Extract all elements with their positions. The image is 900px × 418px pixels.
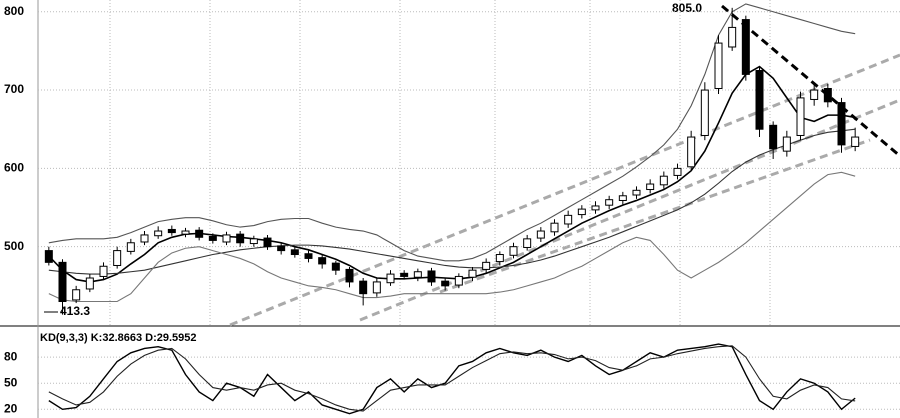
candle-body — [495, 254, 504, 263]
line — [48, 345, 856, 412]
y-tick-label: 600 — [4, 161, 24, 175]
candle-body — [72, 289, 81, 301]
time-grid — [109, 0, 771, 325]
annotation: 805.0 — [672, 1, 702, 15]
candle-body — [673, 167, 682, 176]
candle-body — [605, 199, 614, 206]
candle-body — [263, 237, 272, 248]
candle-body — [810, 89, 819, 100]
candle-body — [181, 230, 190, 235]
candle-body — [277, 245, 286, 252]
y-tick-label: 700 — [4, 82, 24, 96]
candle-body — [140, 234, 149, 243]
candle-body — [782, 136, 791, 152]
candle-body — [700, 89, 709, 136]
candle-body — [550, 222, 559, 233]
candle-body — [796, 97, 805, 136]
y-tick-label: 50 — [4, 375, 18, 389]
line — [48, 343, 856, 415]
candle-body — [400, 272, 409, 277]
candle-body — [99, 265, 108, 277]
candle-body — [468, 269, 477, 278]
candle-body — [564, 214, 573, 225]
candle-body — [413, 271, 422, 278]
y-tick-label: 500 — [4, 239, 24, 253]
line — [48, 65, 856, 283]
candle-body — [659, 175, 668, 186]
candle-body — [195, 229, 204, 238]
y-tick-label: 20 — [4, 401, 18, 415]
y-tick-label: 80 — [4, 349, 18, 363]
candle-body — [591, 205, 600, 211]
y-tick-label: 800 — [4, 4, 24, 18]
candle-body — [58, 261, 67, 303]
candle-body — [304, 253, 313, 259]
candle-body — [741, 19, 750, 75]
candle-body — [290, 249, 299, 256]
candle-body — [577, 208, 586, 216]
candle-body — [851, 136, 860, 147]
line — [48, 128, 856, 275]
candle-body — [345, 268, 354, 283]
candle-body — [632, 189, 641, 196]
candle-body — [359, 280, 368, 295]
candle-body — [427, 270, 436, 283]
candle-body — [441, 280, 450, 287]
candle-body — [386, 273, 395, 284]
candle-body — [755, 69, 764, 130]
candle-body — [372, 281, 381, 294]
line — [48, 3, 856, 262]
candle-body — [769, 124, 778, 150]
candle-body — [331, 262, 340, 271]
candle-body — [44, 250, 53, 263]
annotation: 413.3 — [60, 304, 90, 318]
candle-body — [126, 242, 135, 252]
trend-lines — [229, 4, 900, 327]
candle-body — [837, 102, 846, 146]
candle-body — [728, 26, 737, 48]
candle-body — [208, 236, 217, 241]
candle-body — [482, 261, 491, 270]
candle-body — [523, 238, 532, 248]
candle-body — [823, 87, 832, 103]
candle-body — [167, 228, 176, 234]
candle-body — [646, 183, 655, 191]
candle-body — [85, 277, 94, 290]
candle-body — [687, 136, 696, 168]
candle-body — [618, 195, 627, 201]
candle-body — [249, 238, 258, 245]
candle-body — [236, 233, 245, 244]
line — [48, 171, 856, 303]
candle-body — [454, 275, 463, 286]
candle-body — [318, 257, 327, 265]
candle-body — [536, 230, 545, 239]
candle-body — [154, 230, 163, 237]
candle-body — [714, 42, 723, 89]
candle-body — [509, 246, 518, 256]
candle-body — [222, 234, 231, 243]
kd-title: KD(9,3,3) K:32.8663 D:29.5952 — [40, 332, 197, 344]
candle-body — [113, 250, 122, 266]
